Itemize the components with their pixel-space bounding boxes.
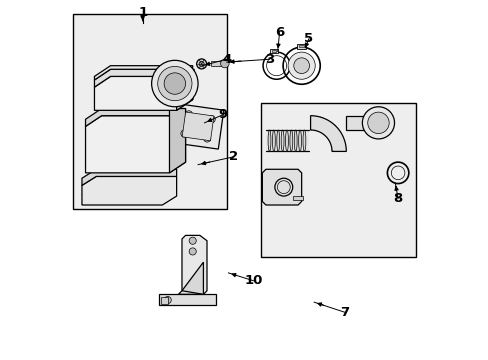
Circle shape bbox=[287, 52, 315, 79]
Circle shape bbox=[164, 296, 171, 303]
Polygon shape bbox=[178, 235, 206, 294]
Circle shape bbox=[164, 73, 185, 94]
Ellipse shape bbox=[267, 130, 270, 152]
Circle shape bbox=[362, 107, 394, 139]
Circle shape bbox=[157, 66, 192, 101]
Polygon shape bbox=[346, 116, 376, 130]
Bar bbox=[296, 44, 305, 49]
Text: 1: 1 bbox=[138, 6, 147, 19]
Circle shape bbox=[181, 130, 187, 137]
Polygon shape bbox=[94, 66, 192, 80]
Circle shape bbox=[203, 135, 210, 142]
Polygon shape bbox=[94, 69, 192, 87]
Polygon shape bbox=[182, 112, 214, 141]
Bar bbox=[160, 297, 168, 303]
Polygon shape bbox=[310, 116, 346, 152]
Circle shape bbox=[293, 58, 309, 73]
Ellipse shape bbox=[281, 130, 284, 152]
Polygon shape bbox=[182, 262, 203, 294]
Ellipse shape bbox=[285, 130, 288, 152]
Bar bbox=[260, 103, 415, 257]
Circle shape bbox=[151, 60, 198, 107]
Text: 10: 10 bbox=[244, 274, 262, 287]
Polygon shape bbox=[262, 169, 301, 205]
Text: 5: 5 bbox=[304, 32, 313, 45]
Circle shape bbox=[185, 111, 192, 118]
Polygon shape bbox=[82, 169, 176, 185]
Circle shape bbox=[220, 59, 229, 68]
Bar bbox=[298, 45, 303, 48]
Bar bbox=[210, 61, 224, 66]
Polygon shape bbox=[94, 76, 192, 111]
Polygon shape bbox=[169, 109, 185, 173]
Ellipse shape bbox=[276, 130, 279, 152]
Bar bbox=[272, 50, 275, 52]
Polygon shape bbox=[159, 294, 216, 305]
Text: 7: 7 bbox=[339, 306, 348, 319]
Text: 6: 6 bbox=[274, 26, 284, 39]
Circle shape bbox=[189, 237, 196, 244]
Text: 2: 2 bbox=[229, 150, 238, 163]
Polygon shape bbox=[164, 69, 194, 82]
Polygon shape bbox=[85, 116, 185, 173]
Polygon shape bbox=[292, 196, 303, 200]
Ellipse shape bbox=[289, 130, 292, 152]
Polygon shape bbox=[85, 109, 185, 126]
Circle shape bbox=[189, 248, 196, 255]
Text: 3: 3 bbox=[264, 53, 274, 66]
Circle shape bbox=[196, 59, 206, 69]
Text: 8: 8 bbox=[393, 192, 402, 205]
Bar bbox=[73, 14, 226, 208]
Polygon shape bbox=[82, 176, 176, 205]
Ellipse shape bbox=[298, 130, 301, 152]
Circle shape bbox=[199, 62, 203, 66]
Ellipse shape bbox=[303, 130, 305, 152]
Circle shape bbox=[208, 116, 215, 123]
Polygon shape bbox=[176, 69, 192, 111]
Text: 9: 9 bbox=[218, 108, 227, 121]
Ellipse shape bbox=[294, 130, 297, 152]
Ellipse shape bbox=[272, 130, 275, 152]
Polygon shape bbox=[172, 104, 224, 149]
Text: 4: 4 bbox=[222, 53, 231, 66]
Polygon shape bbox=[265, 130, 308, 152]
Bar bbox=[270, 49, 278, 53]
Circle shape bbox=[367, 112, 388, 134]
